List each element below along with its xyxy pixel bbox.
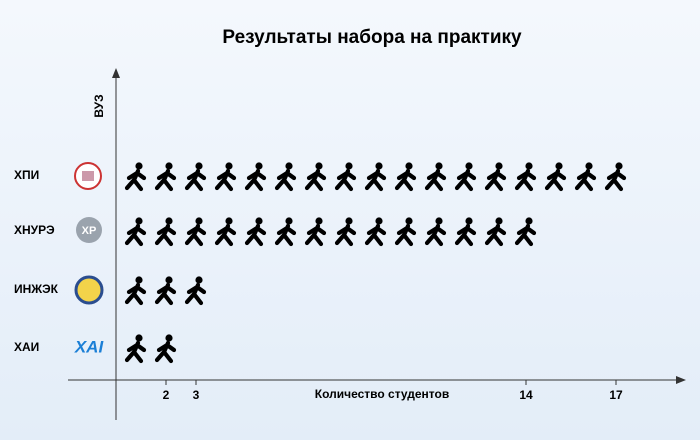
- svg-text:ХАІ: ХАІ: [74, 337, 105, 356]
- x-axis-arrow: [676, 376, 686, 384]
- x-tick-label: 14: [519, 388, 533, 402]
- x-tick-label: 3: [193, 388, 200, 402]
- logo: ХР ХАІ: [74, 162, 105, 356]
- y-tick-label: ХНУРЭ: [14, 223, 55, 237]
- x-tick-label: 2: [163, 388, 170, 402]
- y-tick-label: ХПИ: [14, 168, 39, 182]
- chart-title: Результаты набора на практику: [222, 27, 522, 48]
- svg-text:ХР: ХР: [82, 225, 97, 237]
- y-tick-label: ХАИ: [14, 340, 39, 354]
- y-axis-arrow: [112, 68, 120, 78]
- y-tick-label: ИНЖЭК: [14, 282, 59, 296]
- y-axis-label: ВУЗ: [92, 94, 106, 117]
- x-axis-label: Количество студентов: [315, 387, 449, 401]
- x-tick-label: 17: [609, 388, 623, 402]
